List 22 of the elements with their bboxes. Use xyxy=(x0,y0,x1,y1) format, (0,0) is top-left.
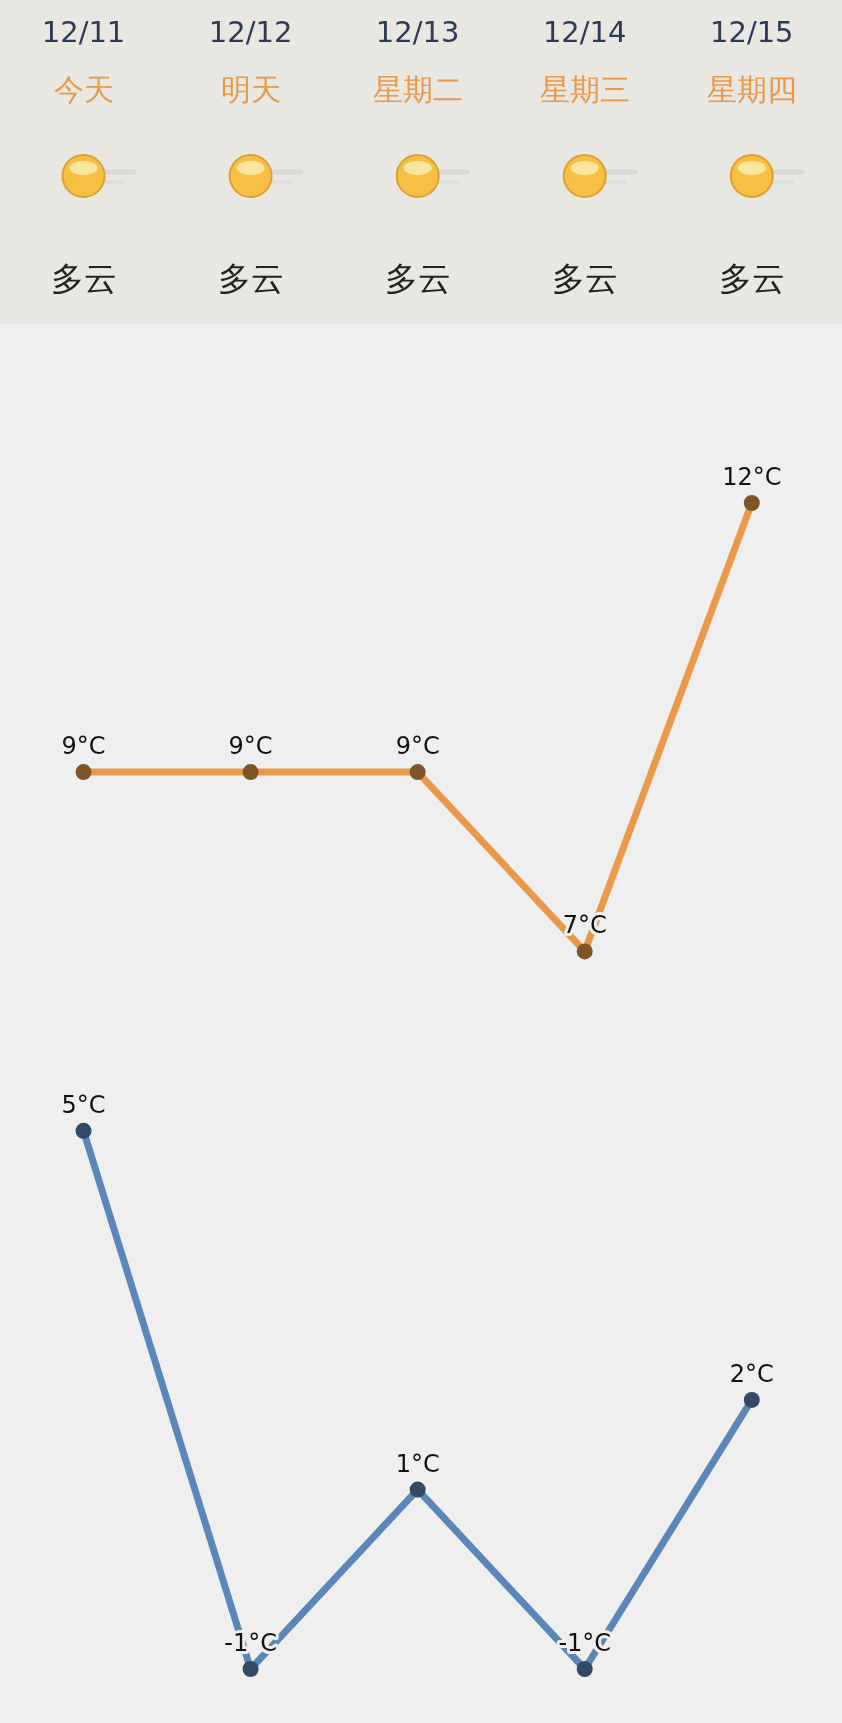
x-tick-label: 12/11 xyxy=(41,15,126,49)
data-label: 12°C xyxy=(722,463,782,491)
data-label: 9°C xyxy=(61,732,106,761)
data-label: 5°C xyxy=(61,1090,106,1119)
text: 多云 xyxy=(718,259,785,298)
text: 星期二 xyxy=(372,72,463,107)
x-tick-label: 12/12 xyxy=(208,15,293,49)
text: 明天 xyxy=(220,72,281,107)
text: 多云 xyxy=(50,259,117,298)
text: 多云 xyxy=(384,259,451,298)
text: 多云 xyxy=(217,259,284,298)
text: 多云 xyxy=(551,259,618,298)
x-tick-label: 12/15 xyxy=(710,15,794,49)
data-label: 2°C xyxy=(729,1359,774,1388)
x-tick-label: 12/13 xyxy=(375,15,460,49)
x-tick-label: 12/14 xyxy=(542,15,627,49)
data-label: 1°C xyxy=(395,1449,440,1478)
data-label: 9°C xyxy=(228,732,273,761)
text: 今天 xyxy=(53,72,114,107)
text: 星期三 xyxy=(539,72,630,107)
text: 星期四 xyxy=(706,72,797,107)
data-label: 9°C xyxy=(395,732,440,761)
